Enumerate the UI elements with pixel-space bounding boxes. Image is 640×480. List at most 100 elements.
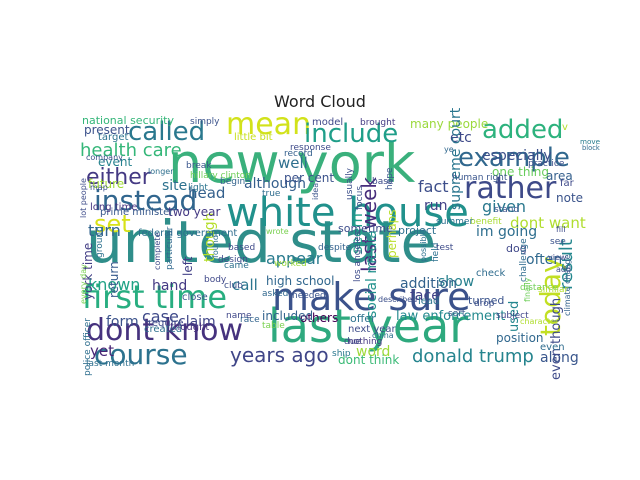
word-course: course bbox=[94, 338, 188, 371]
word-add: add bbox=[556, 265, 571, 274]
word-test: test bbox=[436, 243, 454, 253]
word-human-right: human right bbox=[452, 173, 508, 183]
word-name: name bbox=[226, 311, 252, 321]
word-rather: rather bbox=[464, 171, 557, 206]
word-result: result bbox=[556, 239, 577, 290]
word-return: return bbox=[107, 261, 121, 298]
word-although: although bbox=[244, 176, 306, 192]
word-drop: drop bbox=[474, 299, 495, 309]
word-given: given bbox=[482, 197, 526, 216]
word-based: based bbox=[228, 243, 255, 253]
word-due: due bbox=[344, 337, 361, 347]
word-new-york: new york bbox=[168, 132, 416, 195]
word-added: added bbox=[482, 115, 563, 145]
word-high-school: high school bbox=[266, 274, 334, 288]
word-note: note bbox=[556, 191, 583, 205]
word-mean: mean bbox=[226, 107, 311, 142]
word-race: race bbox=[240, 315, 260, 325]
word-especially: especially bbox=[482, 148, 552, 164]
word-etc: etc bbox=[450, 130, 472, 146]
word-lead: lead bbox=[418, 296, 439, 307]
word-view: view bbox=[548, 253, 567, 262]
word-focus: focus bbox=[355, 186, 365, 210]
word-one-thing: one thing bbox=[492, 165, 549, 179]
word-appear: appear bbox=[266, 249, 323, 268]
word-ground: ground bbox=[95, 226, 105, 258]
word-set: set bbox=[94, 210, 131, 238]
word-though: though bbox=[202, 212, 218, 262]
word-los-angeles: los angeles bbox=[353, 231, 363, 282]
chart-title: Word Cloud bbox=[274, 92, 366, 111]
word-event: event bbox=[98, 155, 132, 169]
word-practice: practice bbox=[528, 159, 565, 169]
word-health-care: health care bbox=[80, 140, 182, 161]
word-run: run bbox=[424, 198, 448, 214]
word-social-media: social media bbox=[364, 230, 380, 318]
word-light: light bbox=[188, 183, 208, 193]
word-possible: possible bbox=[419, 229, 428, 262]
word-donald-trump: donald trump bbox=[412, 346, 534, 367]
word-true: true bbox=[262, 189, 281, 199]
word-climate-change: climate change bbox=[563, 254, 572, 316]
word-worked: worked bbox=[274, 259, 307, 269]
word-per-cent: per cent bbox=[284, 171, 334, 185]
word-call: call bbox=[232, 276, 258, 294]
word-far: far bbox=[560, 178, 575, 189]
word-often: often bbox=[526, 252, 562, 268]
word-table: table bbox=[262, 321, 285, 331]
word-challenge: challenge bbox=[519, 238, 529, 282]
word-fill: fill bbox=[556, 225, 565, 234]
word-make-sure: make sure bbox=[272, 275, 470, 319]
word-york-time: york time bbox=[81, 243, 95, 300]
word-today: today bbox=[534, 256, 567, 336]
word-nothing: nothing bbox=[348, 337, 382, 347]
word-face: face bbox=[410, 288, 440, 304]
word-longer: longer bbox=[148, 167, 174, 176]
word-little-bit: little bit bbox=[234, 132, 273, 143]
word-first-time: first time bbox=[82, 278, 227, 316]
word-ye: ye bbox=[444, 145, 454, 154]
word-lot-people: lot people bbox=[79, 178, 88, 218]
word-stand: stand bbox=[494, 205, 519, 215]
word-begin: begin bbox=[220, 177, 245, 187]
word-long-time: long time bbox=[90, 202, 137, 213]
word-dog: dog bbox=[506, 242, 527, 255]
word-needed: needed bbox=[292, 291, 326, 301]
word-case: case bbox=[142, 307, 179, 326]
word-police-officer: police officer bbox=[83, 318, 93, 376]
word-finally: finally bbox=[523, 278, 532, 302]
word-instead: instead bbox=[94, 184, 197, 217]
word-form: form bbox=[106, 314, 139, 330]
word-yet: yet bbox=[90, 342, 114, 360]
word-turned: turned bbox=[468, 294, 504, 307]
word-last-year: last year bbox=[268, 299, 468, 353]
word-well: well bbox=[278, 154, 308, 172]
word-position: position bbox=[496, 331, 544, 345]
word-united-state: united state bbox=[86, 208, 436, 276]
word-model: model bbox=[312, 117, 343, 128]
word-particular: particular bbox=[165, 226, 175, 270]
word-head: head bbox=[188, 184, 225, 202]
word-complete: complete bbox=[153, 233, 162, 270]
word-hope: hope bbox=[385, 167, 395, 190]
word-left: left bbox=[181, 256, 195, 276]
word-wrote: wrote bbox=[266, 227, 289, 236]
word-distance: distance bbox=[520, 283, 559, 293]
word-claim: claim bbox=[178, 314, 216, 330]
word-national-security: national security bbox=[82, 114, 174, 127]
word-came: came bbox=[224, 261, 249, 271]
word-along: along bbox=[540, 350, 579, 366]
word-word: word bbox=[356, 344, 390, 360]
word-china: china bbox=[372, 331, 394, 340]
word-see: see bbox=[550, 237, 566, 247]
word-seem: seem bbox=[348, 213, 366, 254]
word-found: found bbox=[211, 235, 220, 258]
word-years-ago: years ago bbox=[230, 343, 329, 367]
word-summer: summer bbox=[436, 217, 473, 227]
word-dont-think: dont think bbox=[338, 353, 399, 367]
word-idea: idea bbox=[311, 183, 320, 200]
word-every-day: every day bbox=[79, 264, 88, 304]
word-turn: turn bbox=[88, 221, 121, 240]
word-close: close bbox=[182, 292, 208, 303]
